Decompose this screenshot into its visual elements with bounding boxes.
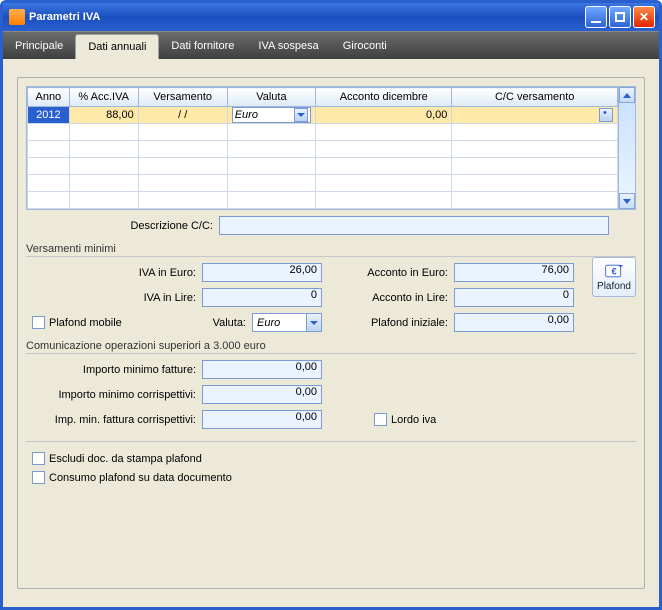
tab-dati-annuali[interactable]: Dati annuali — [75, 34, 159, 59]
imp-min-fatture-label: Importo minimo fatture: — [26, 364, 196, 376]
chevron-down-icon — [294, 108, 308, 122]
window-title: Parametri IVA — [29, 11, 585, 23]
checkbox-icon — [32, 316, 45, 329]
acconto-euro-label: Acconto in Euro: — [328, 267, 448, 279]
table-row[interactable] — [28, 141, 618, 158]
checkbox-icon — [32, 471, 45, 484]
chevron-down-icon — [306, 314, 321, 331]
escludi-label: Escludi doc. da stampa plafond — [49, 453, 202, 465]
checkbox-icon — [374, 413, 387, 426]
grid-header: Valuta — [227, 88, 315, 107]
minimize-button[interactable] — [585, 6, 607, 28]
lookup-icon[interactable] — [599, 108, 613, 122]
grid: Anno% Acc.IVAVersamentoValutaAcconto dic… — [26, 86, 636, 210]
consumo-checkbox[interactable]: Consumo plafond su data documento — [26, 471, 232, 484]
plafond-iniziale-input[interactable]: 0,00 — [454, 313, 574, 332]
scroll-track[interactable] — [619, 103, 635, 193]
table-row[interactable] — [28, 175, 618, 192]
checkbox-icon — [32, 452, 45, 465]
cell-valuta[interactable]: Euro — [227, 107, 315, 124]
grid-header: Acconto dicembre — [316, 88, 452, 107]
acconto-lire-label: Acconto in Lire: — [328, 292, 448, 304]
body: Anno% Acc.IVAVersamentoValutaAcconto dic… — [3, 59, 659, 607]
table-row[interactable] — [28, 124, 618, 141]
svg-text:€: € — [611, 266, 616, 276]
cell-anno[interactable]: 2012 — [28, 107, 70, 124]
lordo-iva-checkbox[interactable]: Lordo iva — [374, 413, 436, 426]
iva-euro-label: IVA in Euro: — [26, 267, 196, 279]
app-icon — [9, 9, 25, 25]
tab-principale[interactable]: Principale — [3, 32, 75, 59]
consumo-label: Consumo plafond su data documento — [49, 472, 232, 484]
grid-scrollbar[interactable] — [618, 87, 635, 209]
tab-giroconti[interactable]: Giroconti — [331, 32, 399, 59]
tabbar: PrincipaleDati annualiDati fornitoreIVA … — [3, 31, 659, 59]
imp-min-fatt-corr-label: Imp. min. fattura corrispettivi: — [26, 414, 196, 426]
acconto-lire-input[interactable]: 0 — [454, 288, 574, 307]
cell-cc-versamento[interactable] — [452, 107, 618, 124]
cell-versamento[interactable]: / / — [138, 107, 227, 124]
iva-lire-label: IVA in Lire: — [26, 292, 196, 304]
table-row[interactable]: 201288,00/ /Euro0,00 — [28, 107, 618, 124]
comunicazione-title: Comunicazione operazioni superiori a 3.0… — [26, 340, 636, 354]
plafond-mobile-checkbox[interactable]: Plafond mobile — [26, 316, 196, 329]
valuta-value: Euro — [257, 317, 280, 329]
versamenti-minimi-title: Versamenti minimi — [26, 243, 636, 257]
plafond-button-label: Plafond — [597, 281, 631, 292]
lordo-iva-label: Lordo iva — [391, 414, 436, 426]
maximize-button[interactable] — [609, 6, 631, 28]
plafond-iniziale-label: Plafond iniziale: — [328, 317, 448, 329]
table-row[interactable] — [28, 192, 618, 209]
iva-lire-input[interactable]: 0 — [202, 288, 322, 307]
plafond-mobile-label: Plafond mobile — [49, 317, 122, 329]
plafond-button[interactable]: € Plafond — [592, 257, 636, 297]
valuta-label: Valuta: — [202, 317, 246, 329]
descrizione-cc-label: Descrizione C/C: — [53, 220, 213, 232]
imp-min-corrispettivi-label: Importo minimo corrispettivi: — [26, 389, 196, 401]
imp-min-fatture-input[interactable]: 0,00 — [202, 360, 322, 379]
plafond-icon: € — [604, 263, 624, 279]
table-row[interactable] — [28, 158, 618, 175]
grid-header: Versamento — [138, 88, 227, 107]
scroll-up-icon[interactable] — [619, 87, 635, 103]
cell-acc-iva[interactable]: 88,00 — [69, 107, 138, 124]
tab-iva-sospesa[interactable]: IVA sospesa — [246, 32, 330, 59]
escludi-checkbox[interactable]: Escludi doc. da stampa plafond — [26, 452, 202, 465]
tab-dati-fornitore[interactable]: Dati fornitore — [159, 32, 246, 59]
valuta-select[interactable]: Euro — [252, 313, 322, 332]
acconto-euro-input[interactable]: 76,00 — [454, 263, 574, 282]
cell-acconto-dic[interactable]: 0,00 — [316, 107, 452, 124]
close-button[interactable] — [633, 6, 655, 28]
panel: Anno% Acc.IVAVersamentoValutaAcconto dic… — [17, 77, 645, 589]
window: Parametri IVA PrincipaleDati annualiDati… — [0, 0, 662, 610]
iva-euro-input[interactable]: 26,00 — [202, 263, 322, 282]
imp-min-corrispettivi-input[interactable]: 0,00 — [202, 385, 322, 404]
scroll-down-icon[interactable] — [619, 193, 635, 209]
imp-min-fatt-corr-input[interactable]: 0,00 — [202, 410, 322, 429]
grid-header: % Acc.IVA — [69, 88, 138, 107]
titlebar: Parametri IVA — [3, 3, 659, 31]
grid-header: C/C versamento — [452, 88, 618, 107]
grid-header: Anno — [28, 88, 70, 107]
descrizione-cc-input[interactable] — [219, 216, 609, 235]
